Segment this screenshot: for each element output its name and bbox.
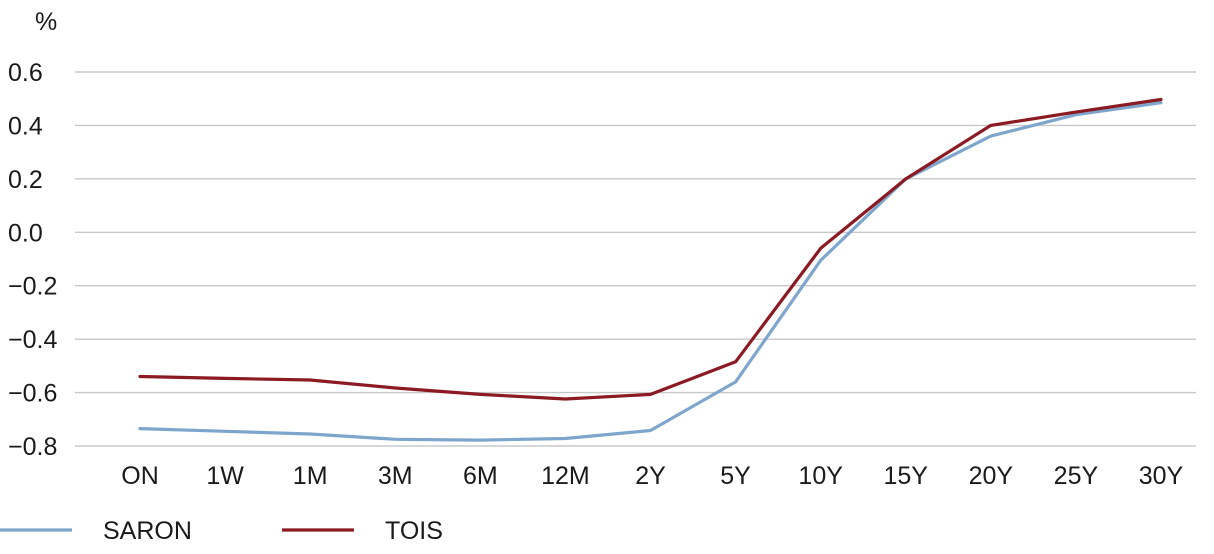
- x-tick-label: 3M: [378, 462, 413, 490]
- x-tick-label: 5Y: [720, 462, 751, 490]
- y-axis-ticks: 0.6 0.4 0.2 0.0 −0.2 −0.4 −0.6 −0.8: [8, 59, 57, 461]
- y-tick-label: −0.6: [8, 380, 57, 408]
- legend-label-tois: TOIS: [385, 517, 443, 545]
- series-line-tois: [138, 97, 1163, 401]
- x-tick-label: 25Y: [1054, 462, 1099, 490]
- y-tick-label: −0.4: [8, 326, 57, 354]
- x-tick-label: 6M: [463, 462, 498, 490]
- x-tick-label: 30Y: [1139, 462, 1184, 490]
- x-tick-label: 20Y: [969, 462, 1014, 490]
- y-tick-label: 0.6: [8, 59, 43, 87]
- x-tick-label: ON: [121, 462, 159, 490]
- y-tick-label: −0.8: [8, 433, 57, 461]
- x-tick-label: 10Y: [798, 462, 843, 490]
- legend: SARON TOIS: [0, 517, 443, 545]
- y-tick-label: 0.0: [8, 219, 43, 247]
- x-tick-label: 2Y: [635, 462, 666, 490]
- series-line-saron: [138, 101, 1163, 442]
- y-tick-label: −0.2: [8, 273, 57, 301]
- grid-lines: [75, 71, 1196, 447]
- series-lines: [138, 97, 1163, 442]
- x-tick-label: 15Y: [884, 462, 929, 490]
- x-tick-label: 1M: [293, 462, 328, 490]
- x-axis-ticks: ON 1W 1M 3M 6M 12M 2Y 5Y 10Y 15Y 20Y 25Y 30Y: [121, 462, 1183, 490]
- y-axis-unit-label: %: [35, 8, 57, 36]
- y-tick-label: 0.4: [8, 112, 43, 140]
- legend-label-saron: SARON: [103, 517, 192, 545]
- x-tick-label: 1W: [206, 462, 244, 490]
- x-tick-label: 12M: [541, 462, 590, 490]
- y-tick-label: 0.2: [8, 166, 43, 194]
